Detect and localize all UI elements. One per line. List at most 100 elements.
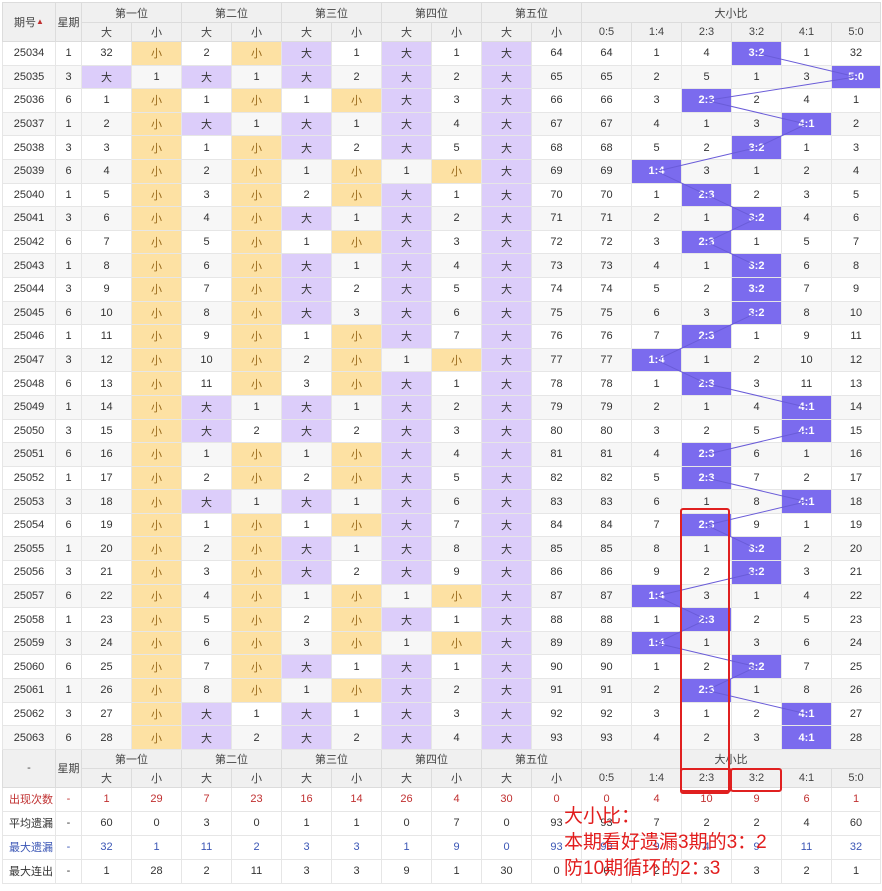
big-miss-cell: 6	[181, 253, 232, 278]
table-row: 25047 3 12 小 10 小 2 小 1 小大 77 77 1:4 1 2 10 12	[2, 347, 882, 373]
small-miss-cell: 1	[431, 371, 482, 396]
big-hit-cell: 大	[381, 371, 432, 396]
stats-value: 0	[581, 858, 632, 884]
big-hit-cell: 大	[481, 678, 532, 703]
big-hit-cell: 大	[481, 607, 532, 632]
big-miss-cell: 8	[181, 300, 232, 326]
ratio-col-header: 3:2	[731, 767, 782, 788]
ratio-col-header: 2:3	[681, 767, 732, 788]
small-miss-cell: 7	[431, 324, 482, 349]
big-miss-cell: 2	[181, 465, 232, 491]
big-miss-cell: 4	[181, 206, 232, 231]
small-hit-cell: 小	[231, 512, 282, 538]
ratio-hit-cell: 3:2	[731, 300, 782, 326]
small-miss-cell: 1	[231, 394, 282, 420]
big-hit-cell: 大	[381, 654, 432, 680]
big-hit-cell: 大	[381, 206, 432, 231]
ratio-miss-cell: 1	[631, 607, 682, 632]
big-miss-cell: 1	[181, 442, 232, 467]
period-cell: 25051	[2, 442, 56, 467]
ratio-miss-cell: 8	[781, 300, 832, 326]
big-miss-cell: 1	[181, 512, 232, 538]
ratio-miss-cell: 80	[581, 418, 632, 444]
small-miss-cell: 68	[531, 135, 582, 160]
table-row: 25060 6 25 小 7 小大 1 大 1 大 90 90 1 2 3:2 7 25	[2, 654, 882, 680]
big-miss-cell: 2	[181, 41, 232, 66]
weekday-cell: 6	[55, 300, 82, 326]
ratio-col-header: 5:0	[830, 767, 882, 788]
ratio-miss-cell: 71	[581, 206, 632, 231]
stats-value: 16	[281, 786, 332, 812]
big-hit-cell: 大	[381, 512, 432, 538]
ratio-miss-cell: 3	[781, 560, 832, 585]
big-hit-cell: 大	[381, 182, 432, 208]
ratio-miss-cell: 1	[681, 701, 732, 727]
small-miss-cell: 73	[531, 253, 582, 278]
big-hit-cell: 大	[481, 276, 532, 302]
small-hit-cell: 小	[131, 324, 182, 349]
ratio-miss-cell: 23	[830, 607, 882, 632]
ratio-miss-cell: 5	[631, 276, 682, 302]
small-miss-cell: 1	[331, 394, 382, 420]
sub-header-row: 大小大小大小大小大小 0:5 1:4 2:3 3:2 4:1 5:0	[3, 22, 882, 42]
big-miss-cell: 1	[181, 88, 232, 113]
stats-value: 2	[181, 858, 232, 884]
big-miss-cell: 9	[181, 324, 232, 349]
ratio-miss-cell: 3	[681, 583, 732, 609]
pos4-header: 第四位	[381, 2, 482, 23]
ratio-hit-cell: 4:1	[781, 111, 832, 137]
big-hit-cell: 大	[381, 300, 432, 326]
small-hit-cell: 小	[131, 560, 182, 585]
stats-value: 1	[331, 810, 382, 836]
ratio-miss-cell: 1	[781, 135, 832, 160]
big-hit-cell: 大	[281, 206, 332, 231]
big-miss-cell: 4	[81, 158, 132, 184]
ratio-hit-cell: 4:1	[781, 418, 832, 444]
stats-value: 1	[281, 810, 332, 836]
table-row: 25043 1 8 小 6 小大 1 大 4 大 73 73 4 1 3:2 6 8	[2, 253, 882, 278]
ratio-miss-cell: 92	[581, 701, 632, 727]
footer-pos2-header: 第二位	[181, 748, 282, 769]
big-hit-cell: 大	[181, 394, 232, 420]
small-miss-cell: 93	[531, 725, 582, 750]
small-miss-cell: 2	[231, 725, 282, 750]
big-miss-cell: 14	[81, 394, 132, 420]
ratio-miss-cell: 2	[731, 88, 782, 113]
small-hit-cell: 小	[331, 465, 382, 491]
ratio-miss-cell: 3	[681, 300, 732, 326]
big-hit-cell: 大	[181, 111, 232, 137]
small-miss-cell: 70	[531, 182, 582, 208]
small-miss-cell: 7	[431, 512, 482, 538]
ratio-miss-cell: 1	[681, 489, 732, 514]
small-miss-cell: 72	[531, 229, 582, 255]
ratio-miss-cell: 2	[631, 394, 682, 420]
big-hit-cell: 大	[481, 512, 532, 538]
small-miss-cell: 2	[431, 206, 482, 231]
ratio-hit-cell: 2:3	[681, 182, 732, 208]
big-miss-cell: 3	[281, 371, 332, 396]
ratio-miss-cell: 6	[781, 630, 832, 656]
small-miss-cell: 65	[531, 64, 582, 90]
small-hit-cell: 小	[331, 678, 382, 703]
stats-value: 7	[181, 786, 232, 812]
big-hit-cell: 大	[381, 607, 432, 632]
stats-value: 9	[381, 858, 432, 884]
small-hit-cell: 小	[231, 607, 282, 632]
period-header[interactable]: 期号▲	[2, 2, 56, 42]
period-cell: 25048	[2, 371, 56, 396]
small-hit-cell: 小	[131, 158, 182, 184]
sort-arrow-icon[interactable]: ▲	[36, 17, 44, 26]
ratio-miss-cell: 2	[731, 607, 782, 632]
period-cell: 25047	[2, 347, 56, 373]
small-miss-cell: 3	[431, 701, 482, 727]
ratio-miss-cell: 2	[681, 135, 732, 160]
stats-value: 2	[631, 858, 682, 884]
big-hit-cell: 大	[181, 725, 232, 750]
table-row: 25059 3 24 小 6 小 3 小 1 小大 89 89 1:4 1 3 6 24	[2, 630, 882, 656]
stats-label: 出现次数	[2, 786, 56, 812]
big-hit-cell: 大	[281, 41, 332, 66]
ratio-miss-cell: 6	[631, 489, 682, 514]
big-hit-cell: 大	[481, 347, 532, 373]
period-cell: 25049	[2, 394, 56, 420]
big-hit-cell: 大	[381, 678, 432, 703]
